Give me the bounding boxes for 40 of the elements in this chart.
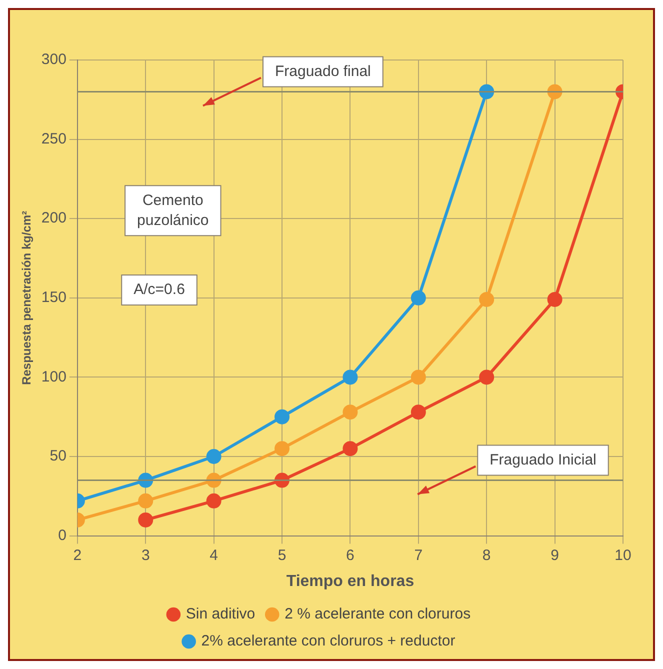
ref-line-label: Fraguado Inicial [490,451,596,468]
point [410,290,426,306]
point [138,493,154,508]
point [479,370,494,385]
legend-label: Sin aditivo [186,606,256,623]
point [342,441,358,456]
point [342,404,358,420]
x-tick-label: 6 [346,546,354,564]
point [274,409,290,424]
y-tick-label: 100 [41,368,66,386]
y-tick-label: 0 [58,526,66,544]
point [410,370,426,385]
y-tick-label: 250 [41,130,66,148]
point [206,493,222,508]
legend-label: 2% acelerante con cloruros + reductor [201,632,456,650]
annotation: Cemento puzolánico [137,192,209,229]
x-tick-label: 2 [73,546,82,564]
point [138,512,154,528]
x-tick-label: 7 [414,546,423,564]
ref-line-label: Fraguado final [274,62,371,80]
y-axis-title: Respuesta penetración kg/cm² [20,210,34,385]
y-tick-label: 300 [41,51,66,68]
x-tick-label: 9 [550,546,559,564]
point [206,449,222,464]
x-axis-title: Tiempo en horas [286,572,414,590]
annotation: A/c=0.6 [134,281,185,298]
y-tick-label: 50 [50,448,66,465]
y-tick-label: 200 [41,210,66,227]
point [410,404,426,420]
x-tick-label: 8 [482,546,491,564]
x-tick-label: 5 [278,546,286,564]
point [342,370,358,385]
x-tick-label: 4 [210,546,218,564]
point [547,292,562,307]
point [274,441,290,456]
point [479,292,494,307]
x-tick-label: 3 [141,546,150,564]
y-tick-label: 150 [41,289,66,306]
x-tick-label: 10 [614,546,632,564]
legend-label: 2 % acelerante con cloruros [284,606,471,623]
